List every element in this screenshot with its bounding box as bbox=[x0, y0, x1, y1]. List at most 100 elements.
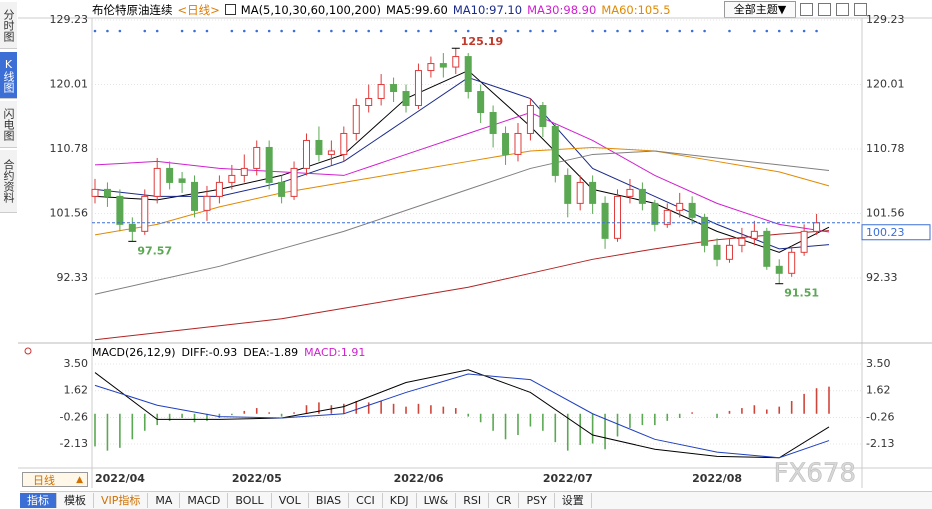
legend-item: MA60:105.5 bbox=[601, 2, 671, 17]
candle-body bbox=[166, 167, 174, 183]
tab[interactable]: K线图 bbox=[0, 52, 17, 99]
event-dot bbox=[342, 29, 346, 33]
icon[interactable] bbox=[818, 3, 831, 16]
event-dot bbox=[429, 29, 433, 33]
event-dot bbox=[665, 29, 669, 33]
candle-body bbox=[302, 139, 310, 169]
candle-body bbox=[589, 181, 597, 204]
tab[interactable]: KDJ bbox=[383, 493, 417, 508]
legend-item: DIFF:-0.93 bbox=[182, 346, 238, 359]
candle-body bbox=[651, 202, 659, 225]
x-tick-label: 2022/08 bbox=[692, 472, 742, 485]
tab[interactable]: 模板 bbox=[57, 493, 94, 508]
event-dot bbox=[765, 29, 769, 33]
event-dot bbox=[603, 29, 607, 33]
candle-body bbox=[464, 56, 472, 93]
y-tick-label: -0.26 bbox=[866, 410, 894, 423]
candle-body bbox=[738, 237, 746, 246]
event-dot bbox=[354, 29, 358, 33]
tab[interactable]: 闪电图 bbox=[0, 101, 17, 148]
tab[interactable]: 合约资料 bbox=[0, 150, 17, 213]
candle-body bbox=[551, 125, 559, 176]
annotation: 97.57 bbox=[137, 244, 172, 257]
y-tick-label: 1.62 bbox=[866, 384, 891, 397]
candle-body bbox=[638, 188, 646, 204]
macd-line bbox=[94, 373, 830, 459]
candle-body bbox=[614, 195, 622, 239]
y-tick-label: -2.13 bbox=[60, 437, 88, 450]
y-tick-label: 120.01 bbox=[50, 77, 89, 90]
candle-body bbox=[253, 146, 261, 169]
event-dot bbox=[728, 29, 731, 33]
tab[interactable]: 指标 bbox=[20, 493, 57, 508]
event-dot bbox=[280, 29, 283, 33]
legend-item: DEA:-1.89 bbox=[243, 346, 298, 359]
tab[interactable]: BOLL bbox=[228, 493, 272, 508]
y-tick-label: -2.13 bbox=[866, 437, 894, 450]
event-dot bbox=[504, 29, 507, 33]
event-dot bbox=[790, 29, 793, 33]
y-tick-label: 92.33 bbox=[57, 271, 89, 284]
tab[interactable]: BIAS bbox=[309, 493, 350, 508]
candle-body bbox=[763, 230, 771, 267]
settings-icon[interactable] bbox=[24, 347, 32, 355]
icon[interactable] bbox=[854, 3, 867, 16]
candle-body bbox=[390, 84, 398, 93]
tab[interactable]: PSY bbox=[519, 493, 555, 508]
tab[interactable]: CR bbox=[489, 493, 520, 508]
tab[interactable]: RSI bbox=[456, 493, 490, 508]
event-dot bbox=[193, 29, 196, 33]
event-dot bbox=[777, 29, 781, 33]
candle-body bbox=[315, 139, 323, 155]
candle-body bbox=[203, 195, 211, 211]
event-dot bbox=[541, 29, 545, 33]
icon[interactable] bbox=[836, 3, 849, 16]
y-tick-label: 3.50 bbox=[64, 357, 89, 370]
candle-body bbox=[103, 188, 111, 197]
tab[interactable]: 分时图 bbox=[0, 2, 17, 49]
event-dot bbox=[330, 29, 333, 33]
candle-body bbox=[725, 244, 733, 260]
period: 日线 bbox=[33, 474, 55, 487]
candle-body bbox=[128, 223, 136, 232]
tab[interactable]: CCI bbox=[349, 493, 383, 508]
y-tick-label: 101.56 bbox=[50, 206, 89, 219]
event-dot bbox=[93, 29, 97, 33]
event-dot bbox=[118, 29, 122, 33]
candle-body bbox=[191, 181, 199, 211]
event-dot bbox=[205, 29, 209, 33]
event-dot bbox=[242, 29, 246, 33]
tab[interactable]: LW& bbox=[417, 493, 457, 508]
event-dot bbox=[255, 29, 259, 33]
event-dot bbox=[180, 29, 184, 33]
event-dot bbox=[703, 29, 706, 33]
tab[interactable]: 设置 bbox=[555, 493, 592, 508]
event-dot bbox=[678, 29, 682, 33]
event-dot bbox=[367, 29, 370, 33]
tab[interactable]: VOL bbox=[272, 493, 309, 508]
event-dot bbox=[641, 29, 644, 33]
event-dot bbox=[267, 29, 271, 33]
event-dot bbox=[753, 29, 756, 33]
period-button[interactable]: 日线 ▲ bbox=[22, 472, 88, 487]
chart-title: 布伦特原油连续 bbox=[92, 2, 173, 17]
candle-body bbox=[141, 195, 149, 232]
tab[interactable]: MA bbox=[148, 493, 181, 508]
legend-item: MA10:97.10 bbox=[452, 2, 523, 17]
event-dot bbox=[106, 29, 109, 33]
event-dot bbox=[404, 29, 408, 33]
legend: 布伦特原油连续 <日线> MA(5,10,30,60,100,200) MA5:… bbox=[92, 1, 671, 18]
tab[interactable]: MACD bbox=[180, 493, 229, 508]
icon[interactable] bbox=[800, 3, 813, 16]
candle-body bbox=[477, 91, 485, 113]
icon bbox=[224, 4, 236, 15]
ma-line bbox=[94, 150, 830, 295]
candle-body bbox=[676, 202, 684, 211]
annotation: 91.51 bbox=[784, 287, 819, 300]
event-dot bbox=[143, 29, 147, 33]
tab[interactable]: VIP指标 bbox=[94, 493, 149, 508]
event-dot bbox=[230, 29, 234, 33]
chart: FX678 129.23 129.23 120.01 120.01 110.78 110.… bbox=[18, 13, 932, 489]
ma-line bbox=[94, 146, 830, 236]
